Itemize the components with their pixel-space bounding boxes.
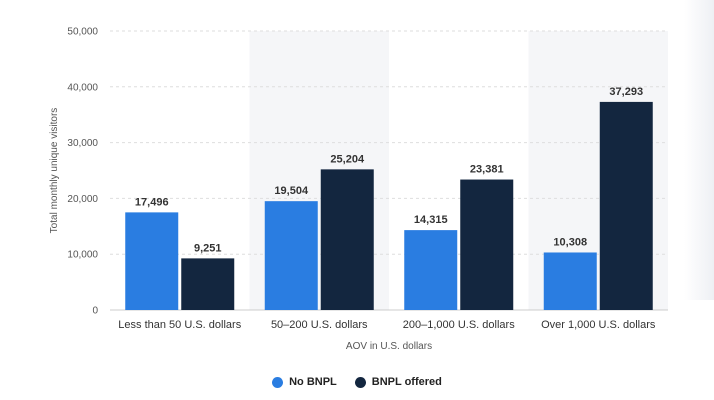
data-label: 9,251 — [194, 242, 222, 254]
y-tick-label: 10,000 — [67, 250, 98, 261]
bar-no-bnpl[interactable] — [543, 252, 597, 310]
y-axis-ticks: 0 10,000 20,000 30,000 40,000 50,000 — [67, 27, 98, 317]
legend-label-bnpl-offered: BNPL offered — [371, 376, 442, 388]
data-labels: 17,496 9,251 19,504 25,204 14,315 23,381 10,30… — [135, 86, 643, 254]
x-axis-title: AOV in U.S. dollars — [346, 341, 432, 352]
y-axis-title: Total monthly unique visitors — [49, 108, 60, 234]
y-tick-label: 30,000 — [67, 138, 98, 149]
bars — [125, 101, 653, 310]
y-tick-label: 0 — [92, 306, 98, 317]
data-label: 23,381 — [470, 164, 504, 176]
data-label: 10,308 — [553, 236, 587, 248]
legend-item-bnpl-offered[interactable]: BNPL offered — [354, 376, 442, 388]
data-label: 17,496 — [135, 196, 169, 208]
x-axis-categories: Less than 50 U.S. dollars 50–200 U.S. dol… — [118, 319, 656, 331]
bar-bnpl-offered[interactable] — [320, 169, 374, 310]
bar-bnpl-offered[interactable] — [599, 101, 653, 310]
y-tick-label: 50,000 — [67, 27, 98, 38]
x-category-label: Less than 50 U.S. dollars — [118, 319, 241, 331]
data-label: 37,293 — [609, 86, 643, 98]
x-category-label: 200–1,000 U.S. dollars — [403, 319, 515, 331]
legend: No BNPL BNPL offered — [0, 376, 714, 388]
data-label: 25,204 — [330, 153, 365, 165]
y-tick-label: 20,000 — [67, 194, 98, 205]
legend-label-no-bnpl: No BNPL — [289, 376, 337, 388]
bar-no-bnpl[interactable] — [264, 201, 318, 310]
bar-no-bnpl[interactable] — [125, 212, 179, 310]
bar-bnpl-offered[interactable] — [181, 258, 235, 310]
x-category-label: 50–200 U.S. dollars — [271, 319, 368, 331]
x-category-label: Over 1,000 U.S. dollars — [541, 319, 656, 331]
legend-swatch-no-bnpl — [272, 376, 284, 388]
legend-swatch-bnpl-offered — [354, 376, 366, 388]
legend-item-no-bnpl[interactable]: No BNPL — [272, 376, 337, 388]
data-label: 14,315 — [414, 214, 448, 226]
y-tick-label: 40,000 — [67, 82, 98, 93]
bar-no-bnpl[interactable] — [404, 230, 458, 310]
data-label: 19,504 — [274, 185, 309, 197]
page-edge-shade — [684, 0, 714, 300]
bar-bnpl-offered[interactable] — [460, 179, 514, 310]
